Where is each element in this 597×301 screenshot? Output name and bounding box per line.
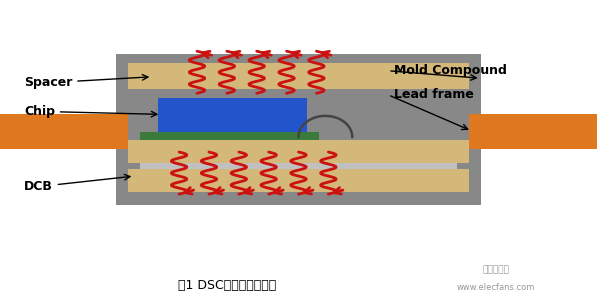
Bar [128, 169, 469, 192]
Bar [128, 63, 469, 89]
Text: www.elecfans.com: www.elecfans.com [456, 283, 535, 292]
Bar [116, 54, 481, 205]
Text: Chip: Chip [24, 105, 157, 118]
Bar [158, 98, 307, 132]
Bar [140, 132, 319, 140]
Bar [128, 140, 469, 163]
Bar [469, 114, 597, 149]
Text: Lead frame: Lead frame [394, 88, 474, 101]
Text: DCB: DCB [24, 174, 130, 193]
Text: Mold Compound: Mold Compound [394, 64, 507, 77]
Bar [0, 114, 128, 149]
Text: 电子发烧友: 电子发烧友 [482, 265, 509, 274]
Bar [140, 163, 457, 169]
Text: Spacer: Spacer [24, 75, 148, 89]
Text: 图1 DSC模块内部结构图: 图1 DSC模块内部结构图 [178, 279, 276, 292]
